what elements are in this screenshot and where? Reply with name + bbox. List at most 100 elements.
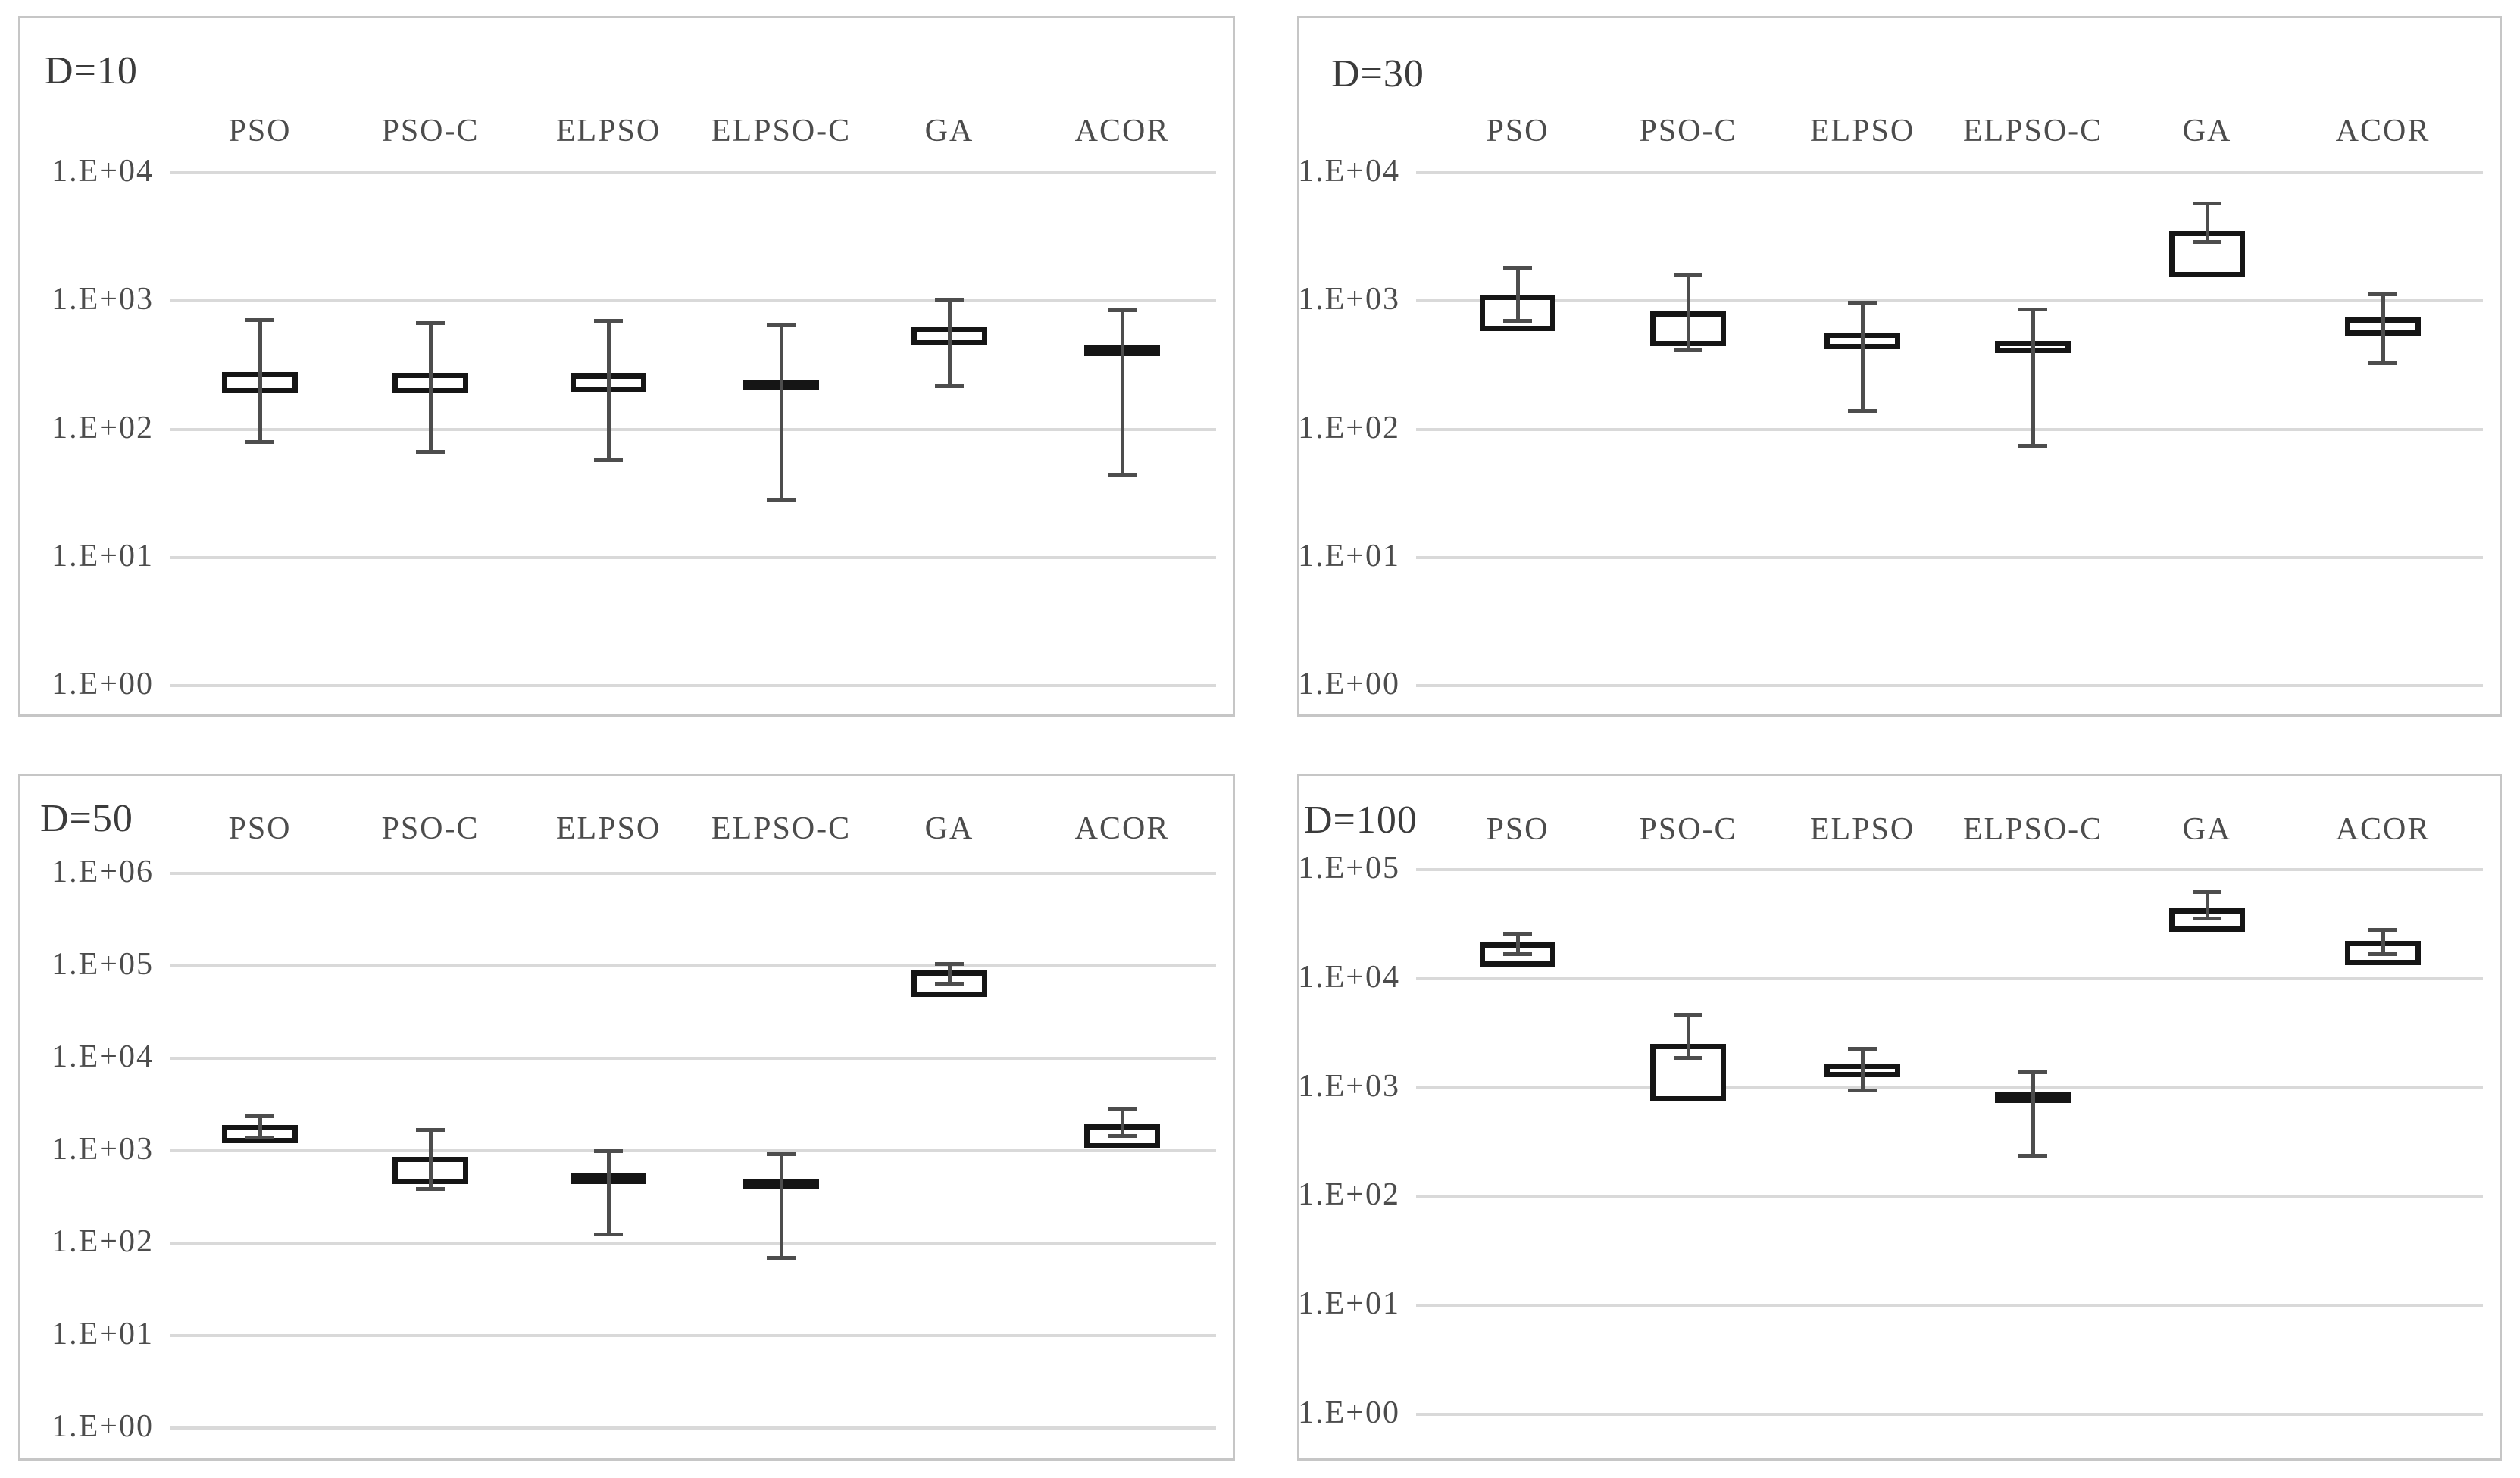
whisker-cap-bottom (2368, 361, 2397, 365)
whisker-cap-bottom (594, 458, 623, 462)
whisker-cap-top (1108, 308, 1137, 313)
gridline (1416, 1086, 2483, 1089)
column-header-elpso: ELPSO (555, 114, 661, 148)
column-header-pso-c: PSO-C (1639, 114, 1737, 148)
plot-area-d50: 1.E+06 1.E+05 1.E+04 1.E+03 1.E+02 1.E+01 1.E+… (20, 776, 1233, 1458)
whisker-cap-bottom (767, 498, 796, 503)
gridline (1416, 299, 2483, 303)
whisker-cap-bottom (767, 1255, 796, 1260)
y-tick-label: 1.E+06 (52, 855, 154, 890)
whisker-line (2205, 891, 2209, 918)
y-tick-label: 1.E+00 (52, 667, 154, 702)
whisker-cap-bottom (1674, 1055, 1702, 1060)
whisker-cap-top (2193, 889, 2221, 894)
column-header-elpso-c: ELPSO-C (711, 114, 852, 148)
y-tick-label: 1.E+04 (52, 154, 154, 189)
whisker-line (258, 320, 262, 442)
whisker-line (1120, 310, 1124, 475)
panel-d50: D=50 1.E+06 1.E+05 1.E+04 1.E+03 1.E+02 1.E+0… (18, 774, 1235, 1461)
whisker-cap-top (1503, 932, 1532, 936)
panel-title-d100: D=100 (1304, 798, 1418, 842)
gridline (1416, 427, 2483, 431)
gridline (170, 1057, 1216, 1060)
whisker-cap-top (594, 1149, 623, 1153)
whisker-cap-bottom (1503, 951, 1532, 956)
panel-title-d50: D=50 (40, 797, 133, 840)
whisker-cap-bottom (935, 383, 964, 388)
whisker-line (1686, 1014, 1690, 1058)
whisker-cap-top (416, 1127, 445, 1132)
whisker-cap-top (935, 962, 964, 967)
whisker-cap-bottom (2193, 916, 2221, 920)
gridline (1416, 976, 2483, 980)
gridline (170, 1149, 1216, 1152)
y-tick-label: 1.E+04 (1298, 959, 1400, 995)
y-tick-label: 1.E+01 (1298, 1286, 1400, 1322)
whisker-cap-bottom (1674, 348, 1702, 352)
y-tick-label: 1.E+05 (1298, 851, 1400, 886)
whisker-line (947, 299, 952, 386)
y-tick-label: 1.E+03 (52, 1132, 154, 1167)
whisker-line (1515, 933, 1520, 954)
whisker-cap-bottom (1108, 473, 1137, 477)
whisker-cap-bottom (1503, 319, 1532, 323)
gridline (1416, 684, 2483, 687)
whisker-cap-top (594, 319, 623, 323)
column-header-elpso-c: ELPSO-C (1962, 812, 2103, 847)
y-tick-label: 1.E+03 (1298, 1068, 1400, 1104)
column-header-acor: ACOR (2335, 812, 2431, 847)
column-header-elpso: ELPSO (1809, 114, 1915, 148)
gridline (170, 555, 1216, 559)
whisker-line (428, 1129, 433, 1189)
gridline (170, 427, 1216, 431)
whisker-cap-top (935, 298, 964, 302)
gridline (1416, 555, 2483, 559)
whisker-line (779, 323, 783, 501)
gridline (170, 1426, 1216, 1430)
gridline (1416, 868, 2483, 871)
column-header-pso: PSO (1486, 114, 1549, 148)
panel-title-d30: D=30 (1331, 52, 1424, 95)
y-tick-label: 1.E+00 (52, 1409, 154, 1445)
whisker-line (2205, 203, 2209, 242)
whisker-cap-bottom (2193, 239, 2221, 244)
whisker-cap-top (245, 318, 274, 323)
column-header-ga: GA (2182, 812, 2232, 847)
whisker-cap-top (1674, 273, 1702, 277)
whisker-cap-bottom (1108, 1134, 1137, 1139)
whisker-line (2381, 294, 2385, 363)
whisker-cap-bottom (2368, 952, 2397, 957)
gridline (1416, 171, 2483, 174)
column-header-pso: PSO (1486, 812, 1549, 847)
whisker-cap-top (1848, 301, 1877, 305)
column-header-ga: GA (2182, 114, 2232, 148)
whisker-cap-bottom (245, 1136, 274, 1140)
whisker-line (2031, 1072, 2035, 1155)
whisker-cap-bottom (1848, 408, 1877, 413)
whisker-cap-bottom (416, 1186, 445, 1191)
column-header-elpso-c: ELPSO-C (711, 811, 852, 846)
gridline (170, 964, 1216, 967)
whisker-line (606, 320, 611, 460)
y-tick-label: 1.E+02 (52, 410, 154, 445)
panel-d30: D=30 1.E+04 1.E+03 1.E+02 1.E+01 1.E+00 PSO PS… (1297, 16, 2502, 717)
gridline (170, 1242, 1216, 1245)
gridline (170, 1334, 1216, 1337)
gridline (1416, 1413, 2483, 1416)
column-header-pso-c: PSO-C (381, 114, 480, 148)
whisker-line (1515, 267, 1520, 321)
whisker-cap-bottom (2018, 1153, 2047, 1158)
y-tick-label: 1.E+03 (1298, 282, 1400, 317)
plot-area-d30: 1.E+04 1.E+03 1.E+02 1.E+01 1.E+00 PSO PSO-C EL… (1298, 18, 2500, 714)
column-header-pso: PSO (228, 114, 292, 148)
plot-area-d10: 1.E+04 1.E+03 1.E+02 1.E+01 1.E+00 PSO PSO-C EL… (20, 18, 1233, 714)
whisker-line (606, 1151, 611, 1235)
whisker-cap-bottom (2018, 443, 2047, 448)
whisker-cap-top (767, 322, 796, 327)
whisker-cap-bottom (245, 439, 274, 444)
y-tick-label: 1.E+02 (1298, 1177, 1400, 1213)
whisker-cap-top (2368, 928, 2397, 933)
column-header-elpso: ELPSO (555, 811, 661, 846)
gridline (170, 171, 1216, 174)
column-header-acor: ACOR (1074, 114, 1170, 148)
